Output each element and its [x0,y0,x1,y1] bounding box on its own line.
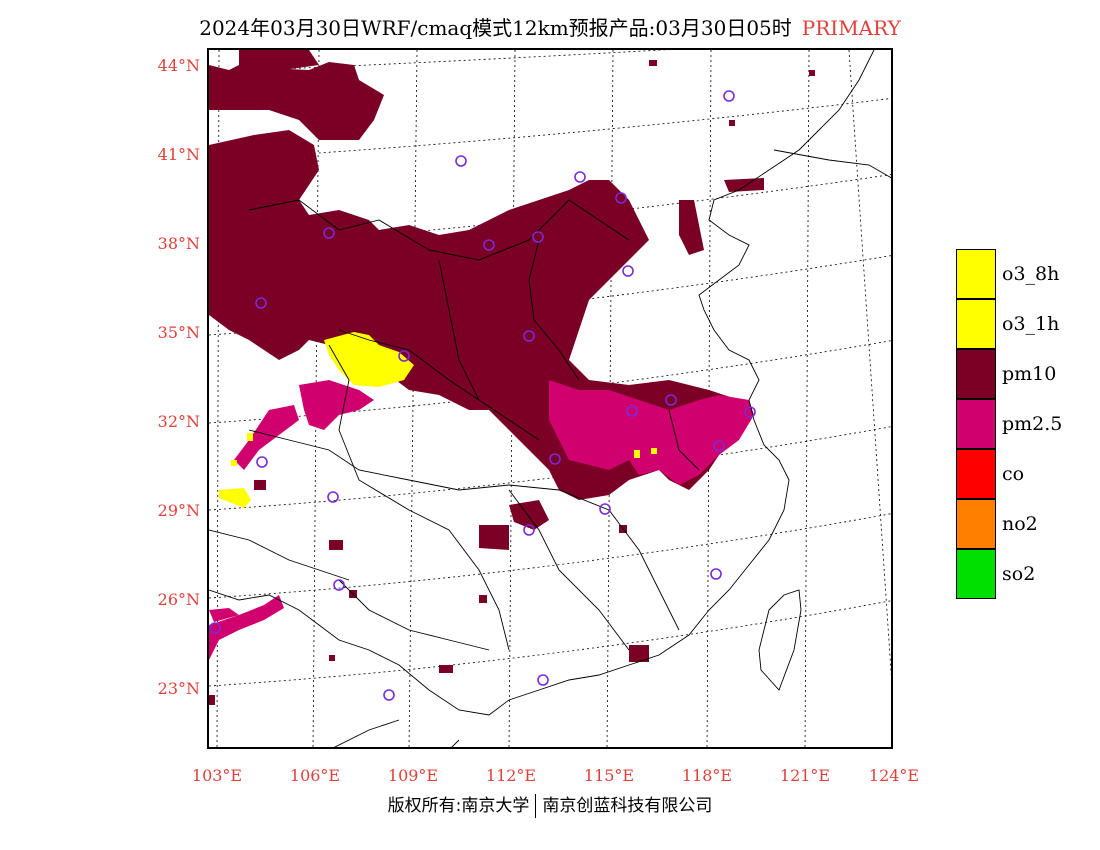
lon-label-124: 124°E [868,766,920,785]
pm10-region [209,50,815,705]
legend-swatch-o3-1h [956,299,996,349]
lat-label-23: 23°N [157,679,200,698]
footer-separator [535,794,537,818]
lon-label-115: 115°E [583,766,635,785]
boundaries [209,50,891,747]
lon-label-112: 112°E [485,766,537,785]
legend-label-pm10: pm10 [1002,363,1057,385]
lon-label-121: 121°E [779,766,831,785]
legend-swatch-so2 [956,549,996,599]
lon-label-118: 118°E [681,766,733,785]
lat-label-32: 32°N [157,412,200,431]
legend-label-o3-8h: o3_8h [1002,263,1060,285]
legend-label-no2: no2 [1002,513,1038,535]
legend-label-pm25: pm2.5 [1002,413,1063,435]
title-text: 2024年03月30日WRF/cmaq模式12km预报产品:03月30日05时 [199,16,792,40]
copyright-footer: 版权所有:南京大学 南京创蓝科技有限公司 [0,791,1100,818]
lat-label-26: 26°N [157,590,200,609]
lon-label-109: 109°E [387,766,439,785]
lon-label-106: 106°E [289,766,341,785]
legend-label-so2: so2 [1002,563,1036,585]
legend-label-o3-1h: o3_1h [1002,313,1060,335]
monitoring-stations [209,90,756,701]
footer-right: 南京创蓝科技有限公司 [542,796,713,816]
lat-label-41: 41°N [157,145,200,164]
lat-label-35: 35°N [157,323,200,342]
legend-swatch-pm25 [956,399,996,449]
pm25-region [209,380,754,660]
lat-label-44: 44°N [157,56,200,75]
legend-swatch-no2 [956,499,996,549]
legend-swatch-pm10 [956,349,996,399]
map-title: 2024年03月30日WRF/cmaq模式12km预报产品:03月30日05时 P… [0,12,1100,41]
legend-label-co: co [1002,463,1025,485]
legend-swatch-o3-8h [956,249,996,299]
lat-label-38: 38°N [157,234,200,253]
title-primary-tag: PRIMARY [801,16,901,40]
o3-region [219,332,657,508]
map-panel [207,48,893,749]
footer-left: 版权所有:南京大学 [387,796,530,816]
lon-label-103: 103°E [191,766,243,785]
lat-label-29: 29°N [157,501,200,520]
legend-swatch-co [956,449,996,499]
pollution-map [209,50,891,747]
